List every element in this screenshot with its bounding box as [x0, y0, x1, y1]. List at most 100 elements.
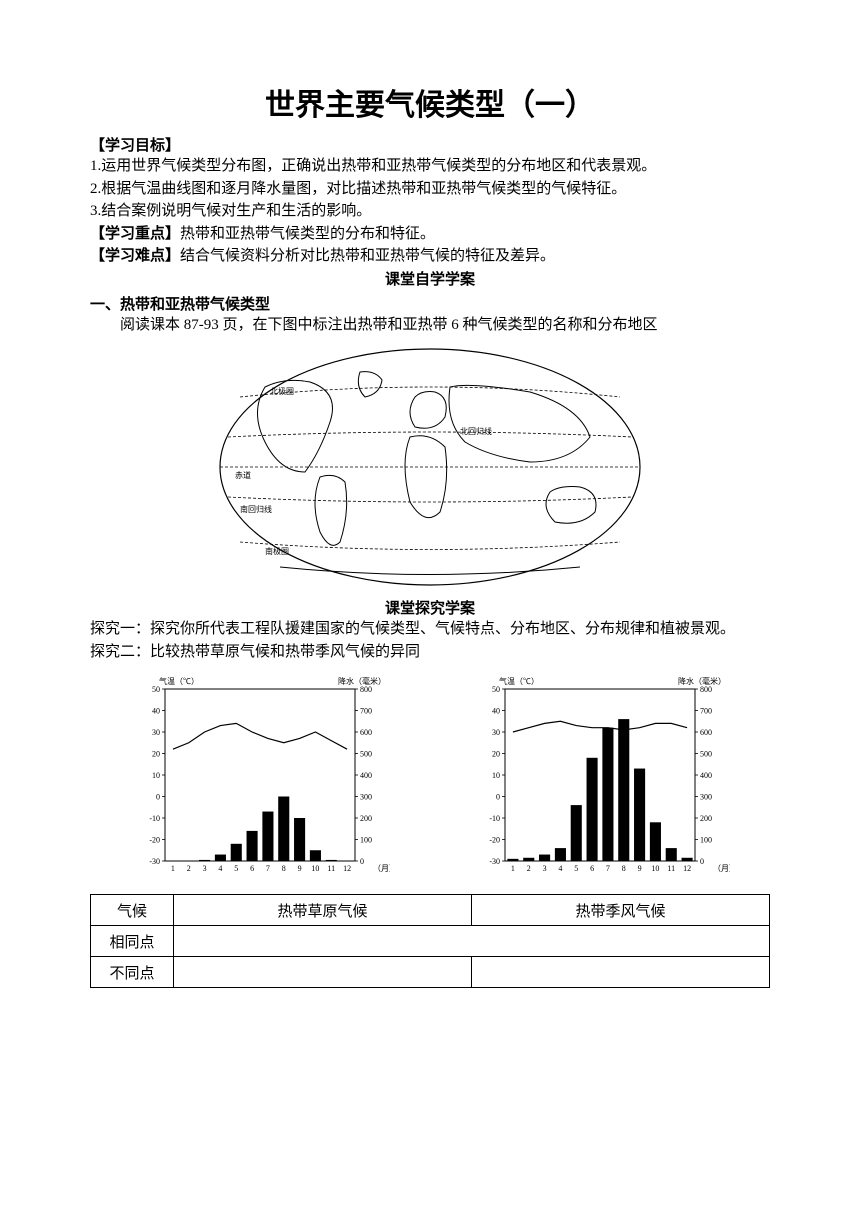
svg-text:30: 30 [152, 728, 160, 737]
svg-text:700: 700 [700, 707, 712, 716]
svg-text:8: 8 [282, 864, 286, 873]
svg-text:5: 5 [574, 864, 578, 873]
svg-text:（月）: （月） [713, 864, 730, 873]
difficulty-head: 【学习难点】 [90, 248, 180, 264]
svg-text:5: 5 [234, 864, 238, 873]
svg-text:30: 30 [492, 728, 500, 737]
svg-text:100: 100 [360, 836, 372, 845]
svg-text:800: 800 [700, 685, 712, 694]
svg-text:200: 200 [360, 814, 372, 823]
charts-row: -30-20-1001020304050气温（℃）010020030040050… [90, 671, 770, 886]
table-row: 不同点 [91, 957, 770, 988]
inquiry2-text: 探究二：比较热带草原气候和热带季风气候的异同 [90, 641, 770, 664]
svg-text:50: 50 [152, 685, 160, 694]
svg-text:7: 7 [266, 864, 270, 873]
svg-text:600: 600 [360, 728, 372, 737]
svg-text:9: 9 [638, 864, 642, 873]
table-row: 相同点 [91, 926, 770, 957]
svg-text:-10: -10 [149, 814, 160, 823]
map-label-antarctic: 南极圈 [265, 546, 289, 556]
difficulty-text: 结合气候资料分析对比热带和亚热带气候的特征及差异。 [180, 248, 555, 264]
section1-text: 阅读课本 87-93 页，在下图中标注出热带和亚热带 6 种气候类型的名称和分布… [90, 314, 770, 337]
table-cell-diff-monsoon [472, 957, 770, 988]
svg-text:2: 2 [187, 864, 191, 873]
svg-text:20: 20 [492, 750, 500, 759]
difficulty-line: 【学习难点】结合气候资料分析对比热带和亚热带气候的特征及差异。 [90, 245, 770, 268]
table-header-climate: 气候 [91, 895, 174, 926]
svg-text:10: 10 [311, 864, 319, 873]
svg-text:-30: -30 [489, 857, 500, 866]
svg-text:10: 10 [651, 864, 659, 873]
svg-text:气温（℃）: 气温（℃） [159, 676, 199, 686]
svg-text:-20: -20 [149, 836, 160, 845]
table-header-savanna: 热带草原气候 [174, 895, 472, 926]
page-title: 世界主要气候类型（一） [90, 80, 770, 124]
svg-text:3: 3 [203, 864, 207, 873]
svg-text:1: 1 [511, 864, 515, 873]
focus-line: 【学习重点】热带和亚热带气候类型的分布和特征。 [90, 223, 770, 246]
map-label-equator: 赤道 [235, 470, 251, 480]
table-cell-diff-savanna [174, 957, 472, 988]
map-label-tropic-s: 南回归线 [240, 504, 272, 514]
focus-head: 【学习重点】 [90, 226, 180, 242]
svg-text:500: 500 [700, 750, 712, 759]
svg-text:1: 1 [171, 864, 175, 873]
svg-text:降水（毫米）: 降水（毫米） [678, 676, 726, 686]
svg-text:0: 0 [496, 793, 500, 802]
table-row-diff: 不同点 [91, 957, 174, 988]
objectives-head: 【学习目标】 [90, 134, 770, 155]
map-label-arctic: 北极圈 [270, 386, 294, 396]
svg-text:-30: -30 [149, 857, 160, 866]
svg-text:（月）: （月） [373, 864, 390, 873]
svg-text:50: 50 [492, 685, 500, 694]
self-study-head: 课堂自学学案 [90, 268, 770, 289]
svg-text:7: 7 [606, 864, 610, 873]
svg-text:2: 2 [527, 864, 531, 873]
focus-text: 热带和亚热带气候类型的分布和特征。 [180, 226, 435, 242]
svg-text:12: 12 [683, 864, 691, 873]
svg-text:400: 400 [360, 771, 372, 780]
svg-text:11: 11 [327, 864, 335, 873]
section1-head: 一、热带和亚热带气候类型 [90, 293, 770, 314]
svg-text:气温（℃）: 气温（℃） [499, 676, 539, 686]
svg-text:8: 8 [622, 864, 626, 873]
chart-savanna: -30 -20 -10 0 10 20 30 40 50气温（℃） 0 100 200 300 400 50… [130, 671, 390, 886]
svg-text:0: 0 [360, 857, 364, 866]
svg-text:9: 9 [298, 864, 302, 873]
svg-text:20: 20 [152, 750, 160, 759]
svg-text:4: 4 [218, 864, 222, 873]
svg-text:40: 40 [492, 707, 500, 716]
svg-text:0: 0 [156, 793, 160, 802]
svg-text:降水（毫米）: 降水（毫米） [338, 676, 386, 686]
svg-text:400: 400 [700, 771, 712, 780]
table-row: 气候 热带草原气候 热带季风气候 [91, 895, 770, 926]
objective-3: 3.结合案例说明气候对生产和生活的影响。 [90, 200, 770, 223]
world-map: 北极圈 北回归线 赤道 南回归线 南极圈 [90, 342, 770, 597]
svg-text:6: 6 [250, 864, 254, 873]
svg-text:700: 700 [360, 707, 372, 716]
svg-text:-10: -10 [489, 814, 500, 823]
svg-text:500: 500 [360, 750, 372, 759]
objective-1: 1.运用世界气候类型分布图，正确说出热带和亚热带气候类型的分布地区和代表景观。 [90, 155, 770, 178]
chart-monsoon: -30-20-1001020304050气温（℃）010020030040050… [470, 671, 730, 886]
svg-text:800: 800 [360, 685, 372, 694]
table-cell-same [174, 926, 770, 957]
svg-text:10: 10 [152, 771, 160, 780]
svg-text:12: 12 [343, 864, 351, 873]
comparison-table: 气候 热带草原气候 热带季风气候 相同点 不同点 [90, 894, 770, 988]
svg-text:0: 0 [700, 857, 704, 866]
svg-text:3: 3 [543, 864, 547, 873]
svg-text:11: 11 [667, 864, 675, 873]
svg-text:6: 6 [590, 864, 594, 873]
map-label-tropic-n: 北回归线 [460, 426, 492, 436]
svg-text:4: 4 [558, 864, 562, 873]
table-header-monsoon: 热带季风气候 [472, 895, 770, 926]
svg-text:-20: -20 [489, 836, 500, 845]
inquiry1-text: 探究一：探究你所代表工程队援建国家的气候类型、气候特点、分布地区、分布规律和植被… [90, 618, 770, 641]
svg-text:300: 300 [360, 793, 372, 802]
objective-2: 2.根据气温曲线图和逐月降水量图，对比描述热带和亚热带气候类型的气候特征。 [90, 178, 770, 201]
svg-text:40: 40 [152, 707, 160, 716]
svg-text:600: 600 [700, 728, 712, 737]
svg-text:300: 300 [700, 793, 712, 802]
svg-text:100: 100 [700, 836, 712, 845]
